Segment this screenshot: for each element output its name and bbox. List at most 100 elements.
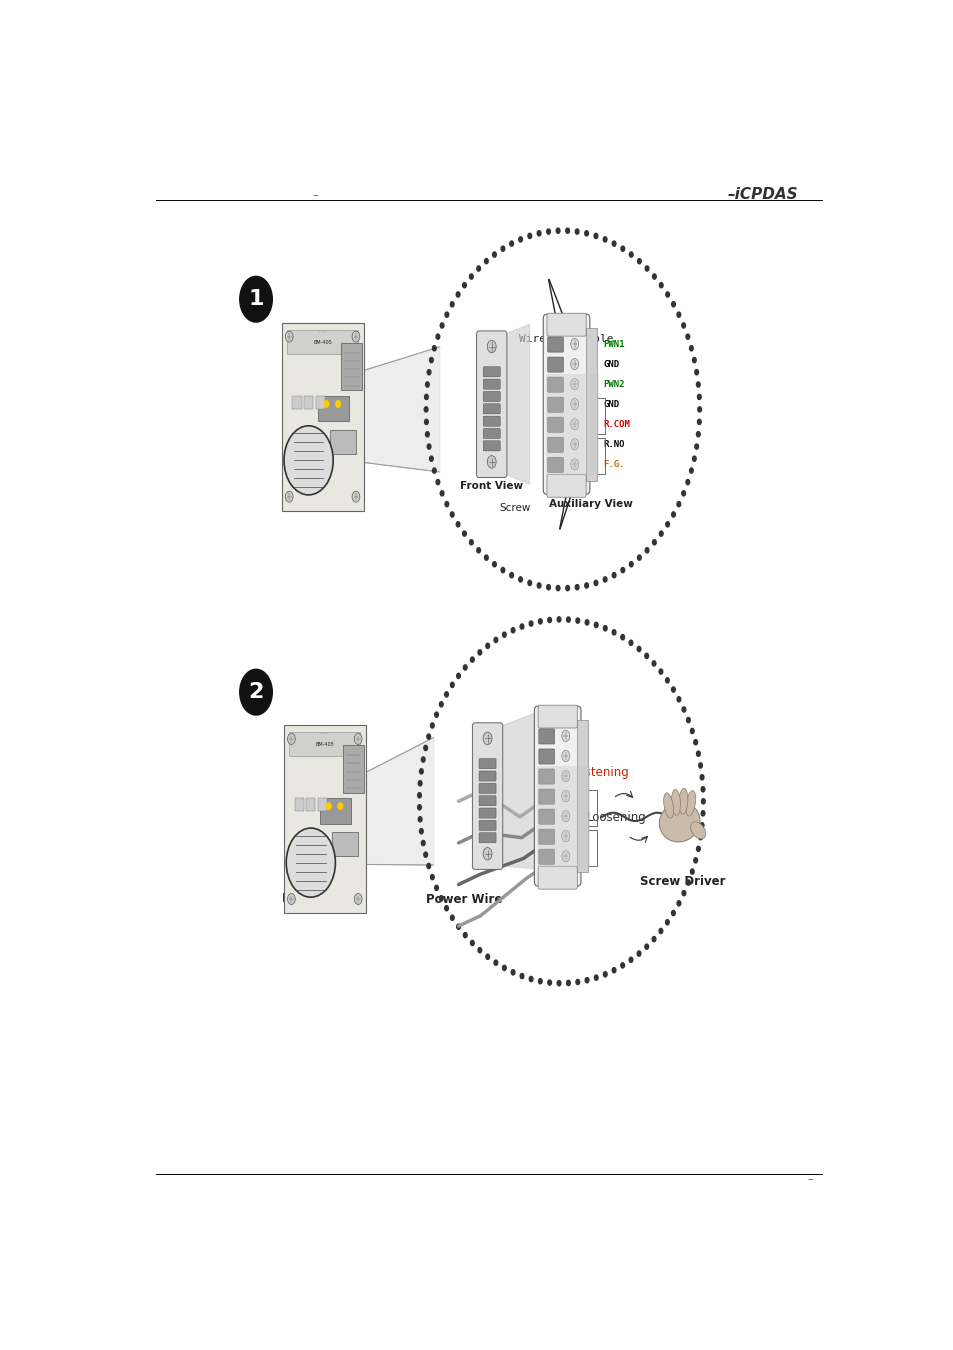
Circle shape bbox=[417, 817, 421, 822]
Text: Wire plug hole: Wire plug hole bbox=[518, 333, 613, 344]
Ellipse shape bbox=[419, 620, 702, 983]
Circle shape bbox=[432, 468, 436, 472]
Circle shape bbox=[602, 625, 606, 630]
Circle shape bbox=[700, 775, 703, 780]
Circle shape bbox=[584, 583, 588, 589]
Circle shape bbox=[494, 637, 497, 643]
Circle shape bbox=[696, 846, 700, 852]
FancyBboxPatch shape bbox=[294, 798, 303, 811]
Circle shape bbox=[424, 394, 428, 400]
Circle shape bbox=[502, 965, 506, 971]
Circle shape bbox=[485, 954, 489, 960]
Circle shape bbox=[671, 301, 675, 306]
Circle shape bbox=[547, 617, 551, 622]
Circle shape bbox=[463, 933, 467, 938]
Circle shape bbox=[354, 894, 362, 904]
Text: 2: 2 bbox=[248, 682, 263, 702]
Text: –iCPDAS: –iCPDAS bbox=[726, 188, 797, 202]
Circle shape bbox=[694, 444, 698, 450]
FancyBboxPatch shape bbox=[537, 765, 589, 867]
FancyBboxPatch shape bbox=[315, 396, 325, 409]
Circle shape bbox=[644, 944, 648, 949]
FancyBboxPatch shape bbox=[537, 867, 577, 890]
FancyBboxPatch shape bbox=[537, 705, 577, 728]
FancyBboxPatch shape bbox=[585, 328, 596, 481]
Text: - - -: - - - bbox=[321, 732, 328, 736]
FancyBboxPatch shape bbox=[483, 367, 499, 377]
Circle shape bbox=[417, 805, 421, 810]
Circle shape bbox=[511, 969, 515, 975]
Polygon shape bbox=[363, 737, 434, 865]
Circle shape bbox=[620, 246, 624, 251]
FancyBboxPatch shape bbox=[538, 849, 554, 864]
Circle shape bbox=[644, 653, 648, 659]
FancyBboxPatch shape bbox=[329, 431, 355, 454]
Circle shape bbox=[620, 634, 624, 640]
FancyBboxPatch shape bbox=[483, 404, 499, 414]
Ellipse shape bbox=[685, 791, 695, 815]
Circle shape bbox=[419, 768, 423, 774]
Ellipse shape bbox=[679, 788, 687, 814]
Circle shape bbox=[509, 242, 513, 246]
Text: BM-405: BM-405 bbox=[315, 743, 334, 747]
Circle shape bbox=[239, 277, 272, 323]
Circle shape bbox=[556, 586, 559, 591]
Circle shape bbox=[556, 228, 559, 234]
FancyBboxPatch shape bbox=[547, 437, 563, 452]
Circle shape bbox=[677, 312, 680, 317]
Circle shape bbox=[470, 941, 474, 945]
Circle shape bbox=[628, 640, 632, 645]
FancyBboxPatch shape bbox=[304, 396, 313, 409]
Circle shape bbox=[518, 236, 522, 242]
Circle shape bbox=[576, 618, 579, 624]
FancyBboxPatch shape bbox=[478, 821, 496, 830]
Circle shape bbox=[425, 382, 429, 387]
Circle shape bbox=[444, 312, 448, 317]
Circle shape bbox=[686, 717, 690, 722]
Circle shape bbox=[652, 274, 656, 279]
FancyBboxPatch shape bbox=[483, 392, 499, 401]
Circle shape bbox=[602, 236, 606, 242]
Circle shape bbox=[462, 531, 466, 536]
Circle shape bbox=[426, 864, 430, 868]
Circle shape bbox=[685, 479, 689, 485]
FancyBboxPatch shape bbox=[547, 458, 563, 472]
Circle shape bbox=[575, 585, 578, 590]
FancyBboxPatch shape bbox=[483, 428, 499, 439]
Circle shape bbox=[500, 567, 504, 572]
Circle shape bbox=[482, 848, 492, 860]
FancyBboxPatch shape bbox=[478, 783, 496, 794]
Circle shape bbox=[417, 792, 421, 798]
Polygon shape bbox=[504, 324, 529, 485]
Circle shape bbox=[352, 491, 359, 502]
Circle shape bbox=[424, 406, 428, 412]
Circle shape bbox=[485, 643, 489, 648]
FancyBboxPatch shape bbox=[287, 331, 358, 354]
Circle shape bbox=[426, 734, 430, 740]
Circle shape bbox=[561, 730, 569, 741]
Circle shape bbox=[476, 266, 480, 271]
Circle shape bbox=[584, 620, 588, 625]
FancyBboxPatch shape bbox=[538, 829, 554, 844]
Circle shape bbox=[685, 333, 689, 339]
Circle shape bbox=[584, 231, 588, 236]
Circle shape bbox=[477, 649, 481, 655]
FancyBboxPatch shape bbox=[547, 356, 563, 373]
Circle shape bbox=[692, 358, 696, 363]
Circle shape bbox=[335, 401, 340, 408]
Circle shape bbox=[612, 242, 616, 246]
Circle shape bbox=[566, 617, 570, 622]
Circle shape bbox=[570, 418, 578, 429]
Circle shape bbox=[637, 259, 640, 263]
Circle shape bbox=[697, 406, 700, 412]
Circle shape bbox=[494, 960, 497, 965]
Circle shape bbox=[697, 394, 700, 400]
Circle shape bbox=[500, 246, 504, 251]
Circle shape bbox=[444, 502, 448, 506]
Text: Power Wire: Power Wire bbox=[426, 892, 502, 906]
FancyBboxPatch shape bbox=[483, 416, 499, 427]
FancyBboxPatch shape bbox=[332, 833, 357, 856]
Circle shape bbox=[352, 331, 359, 342]
FancyBboxPatch shape bbox=[283, 725, 365, 913]
Circle shape bbox=[690, 869, 694, 875]
